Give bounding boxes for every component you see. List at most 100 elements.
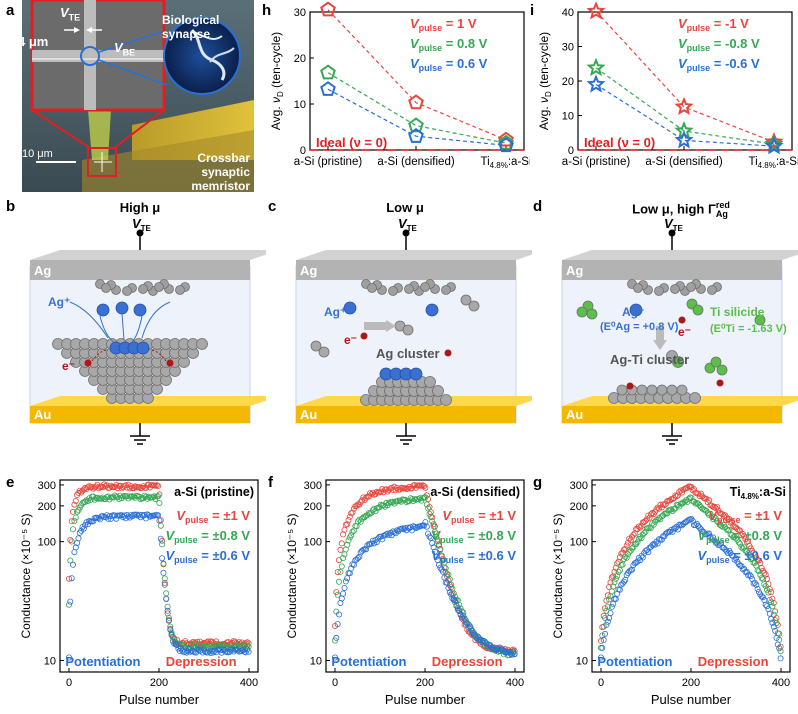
- data-point: [157, 535, 164, 542]
- particle: [122, 286, 132, 296]
- particle: [468, 300, 480, 312]
- data-point: [334, 569, 341, 576]
- data-point: [670, 506, 677, 513]
- ion-path: [141, 301, 171, 339]
- data-point: [630, 531, 637, 538]
- potentiation-label: Potentiation: [597, 654, 672, 669]
- data-marker: [498, 134, 514, 150]
- ag-label: Ag: [566, 263, 583, 278]
- data-point: [637, 524, 644, 531]
- data-point: [417, 523, 424, 530]
- data-point: [334, 591, 341, 598]
- drift-arrowhead: [386, 320, 396, 332]
- data-point: [614, 590, 621, 597]
- data-point: [700, 494, 707, 501]
- drift-arrowhead: [653, 340, 667, 350]
- data-point: [433, 530, 440, 537]
- data-point: [349, 509, 356, 516]
- data-point: [645, 549, 652, 556]
- y-axis-label: Conductance (×10⁻⁵ S): [19, 513, 33, 638]
- data-point: [462, 617, 469, 624]
- series-line: [327, 72, 507, 144]
- data-point: [604, 592, 611, 599]
- particle: [686, 282, 696, 292]
- data-point: [604, 618, 611, 625]
- data-point: [68, 538, 75, 545]
- data-marker: [764, 134, 784, 153]
- data-point: [163, 596, 170, 603]
- data-point: [461, 615, 468, 622]
- data-point: [168, 632, 175, 639]
- data-point: [776, 645, 783, 652]
- crossbar-label: Crossbar synaptic memristor: [191, 151, 250, 193]
- data-point: [639, 554, 646, 561]
- data-point: [84, 497, 91, 504]
- x-tick-label: a-Si (pristine): [294, 156, 363, 168]
- particle: [707, 285, 717, 295]
- data-point: [159, 555, 166, 562]
- au-label: Au: [566, 407, 583, 422]
- series-1: [598, 494, 784, 655]
- data-point: [610, 583, 617, 590]
- vte-label: VTE: [132, 218, 152, 233]
- data-point: [141, 511, 148, 518]
- data-point: [603, 597, 610, 604]
- data-point: [645, 525, 652, 532]
- chart-i: 0 10 20 30 40 Avg. νD (ten-cycle) Ideal (ν = 0…: [537, 1, 798, 170]
- series-line: [327, 88, 507, 146]
- y-axis-label: Conductance (×10⁻⁵ S): [551, 513, 565, 638]
- data-marker: [498, 131, 514, 147]
- data-point: [454, 604, 461, 611]
- series-line: [595, 10, 775, 143]
- data-point: [72, 544, 79, 551]
- data-point: [736, 540, 743, 547]
- particle: [432, 385, 444, 397]
- data-point: [749, 555, 756, 562]
- data-point: [165, 614, 172, 621]
- au-label: Au: [34, 407, 51, 422]
- series-line: [327, 9, 507, 141]
- panel-label-g: g: [533, 474, 543, 491]
- chart-e: 10 100 200 300 0 200 400 Pulse number Conductanc…: [19, 479, 259, 707]
- data-point: [726, 527, 733, 534]
- data-point: [599, 644, 606, 651]
- chart-f: 10 100 200 300 0 200 400 Pulse number Conductanc…: [285, 479, 525, 707]
- x-tick-label: Ti4.8%:a-Si: [748, 156, 798, 170]
- ag-ion: [96, 303, 110, 317]
- y-tick-label: 30: [294, 7, 306, 19]
- ag-label: Ag: [300, 263, 317, 278]
- vte-terminal: [402, 229, 410, 237]
- data-point: [70, 508, 77, 515]
- data-point: [80, 525, 87, 532]
- data-point: [167, 626, 174, 633]
- data-point: [604, 603, 611, 610]
- y-tick-label: 0: [568, 145, 574, 157]
- data-point: [610, 600, 617, 607]
- data-point: [754, 585, 761, 592]
- data-point: [340, 590, 347, 597]
- particle: [388, 286, 398, 296]
- panel-a-micrograph: [22, 0, 254, 192]
- data-point: [344, 541, 351, 548]
- data-point: [66, 601, 73, 608]
- ag-ion: [425, 303, 439, 317]
- series-2: [598, 516, 784, 662]
- panel-label-i: i: [530, 2, 535, 19]
- legend-entry: Vpulse = ±1 V: [176, 508, 250, 525]
- data-point: [422, 484, 429, 491]
- data-point: [99, 513, 106, 520]
- particle: [138, 284, 148, 294]
- cluster-label: Ag cluster: [376, 346, 440, 361]
- depression-label: Depression: [698, 654, 769, 669]
- data-point: [373, 539, 380, 546]
- data-point: [89, 483, 96, 490]
- particle: [318, 346, 330, 358]
- data-point: [333, 634, 340, 641]
- panel-label-c: c: [268, 198, 277, 215]
- y-tick-label: 10: [576, 655, 588, 667]
- data-point: [762, 601, 769, 608]
- data-point: [157, 522, 164, 529]
- data-point: [635, 523, 642, 530]
- data-point: [138, 484, 145, 491]
- data-point: [481, 638, 488, 645]
